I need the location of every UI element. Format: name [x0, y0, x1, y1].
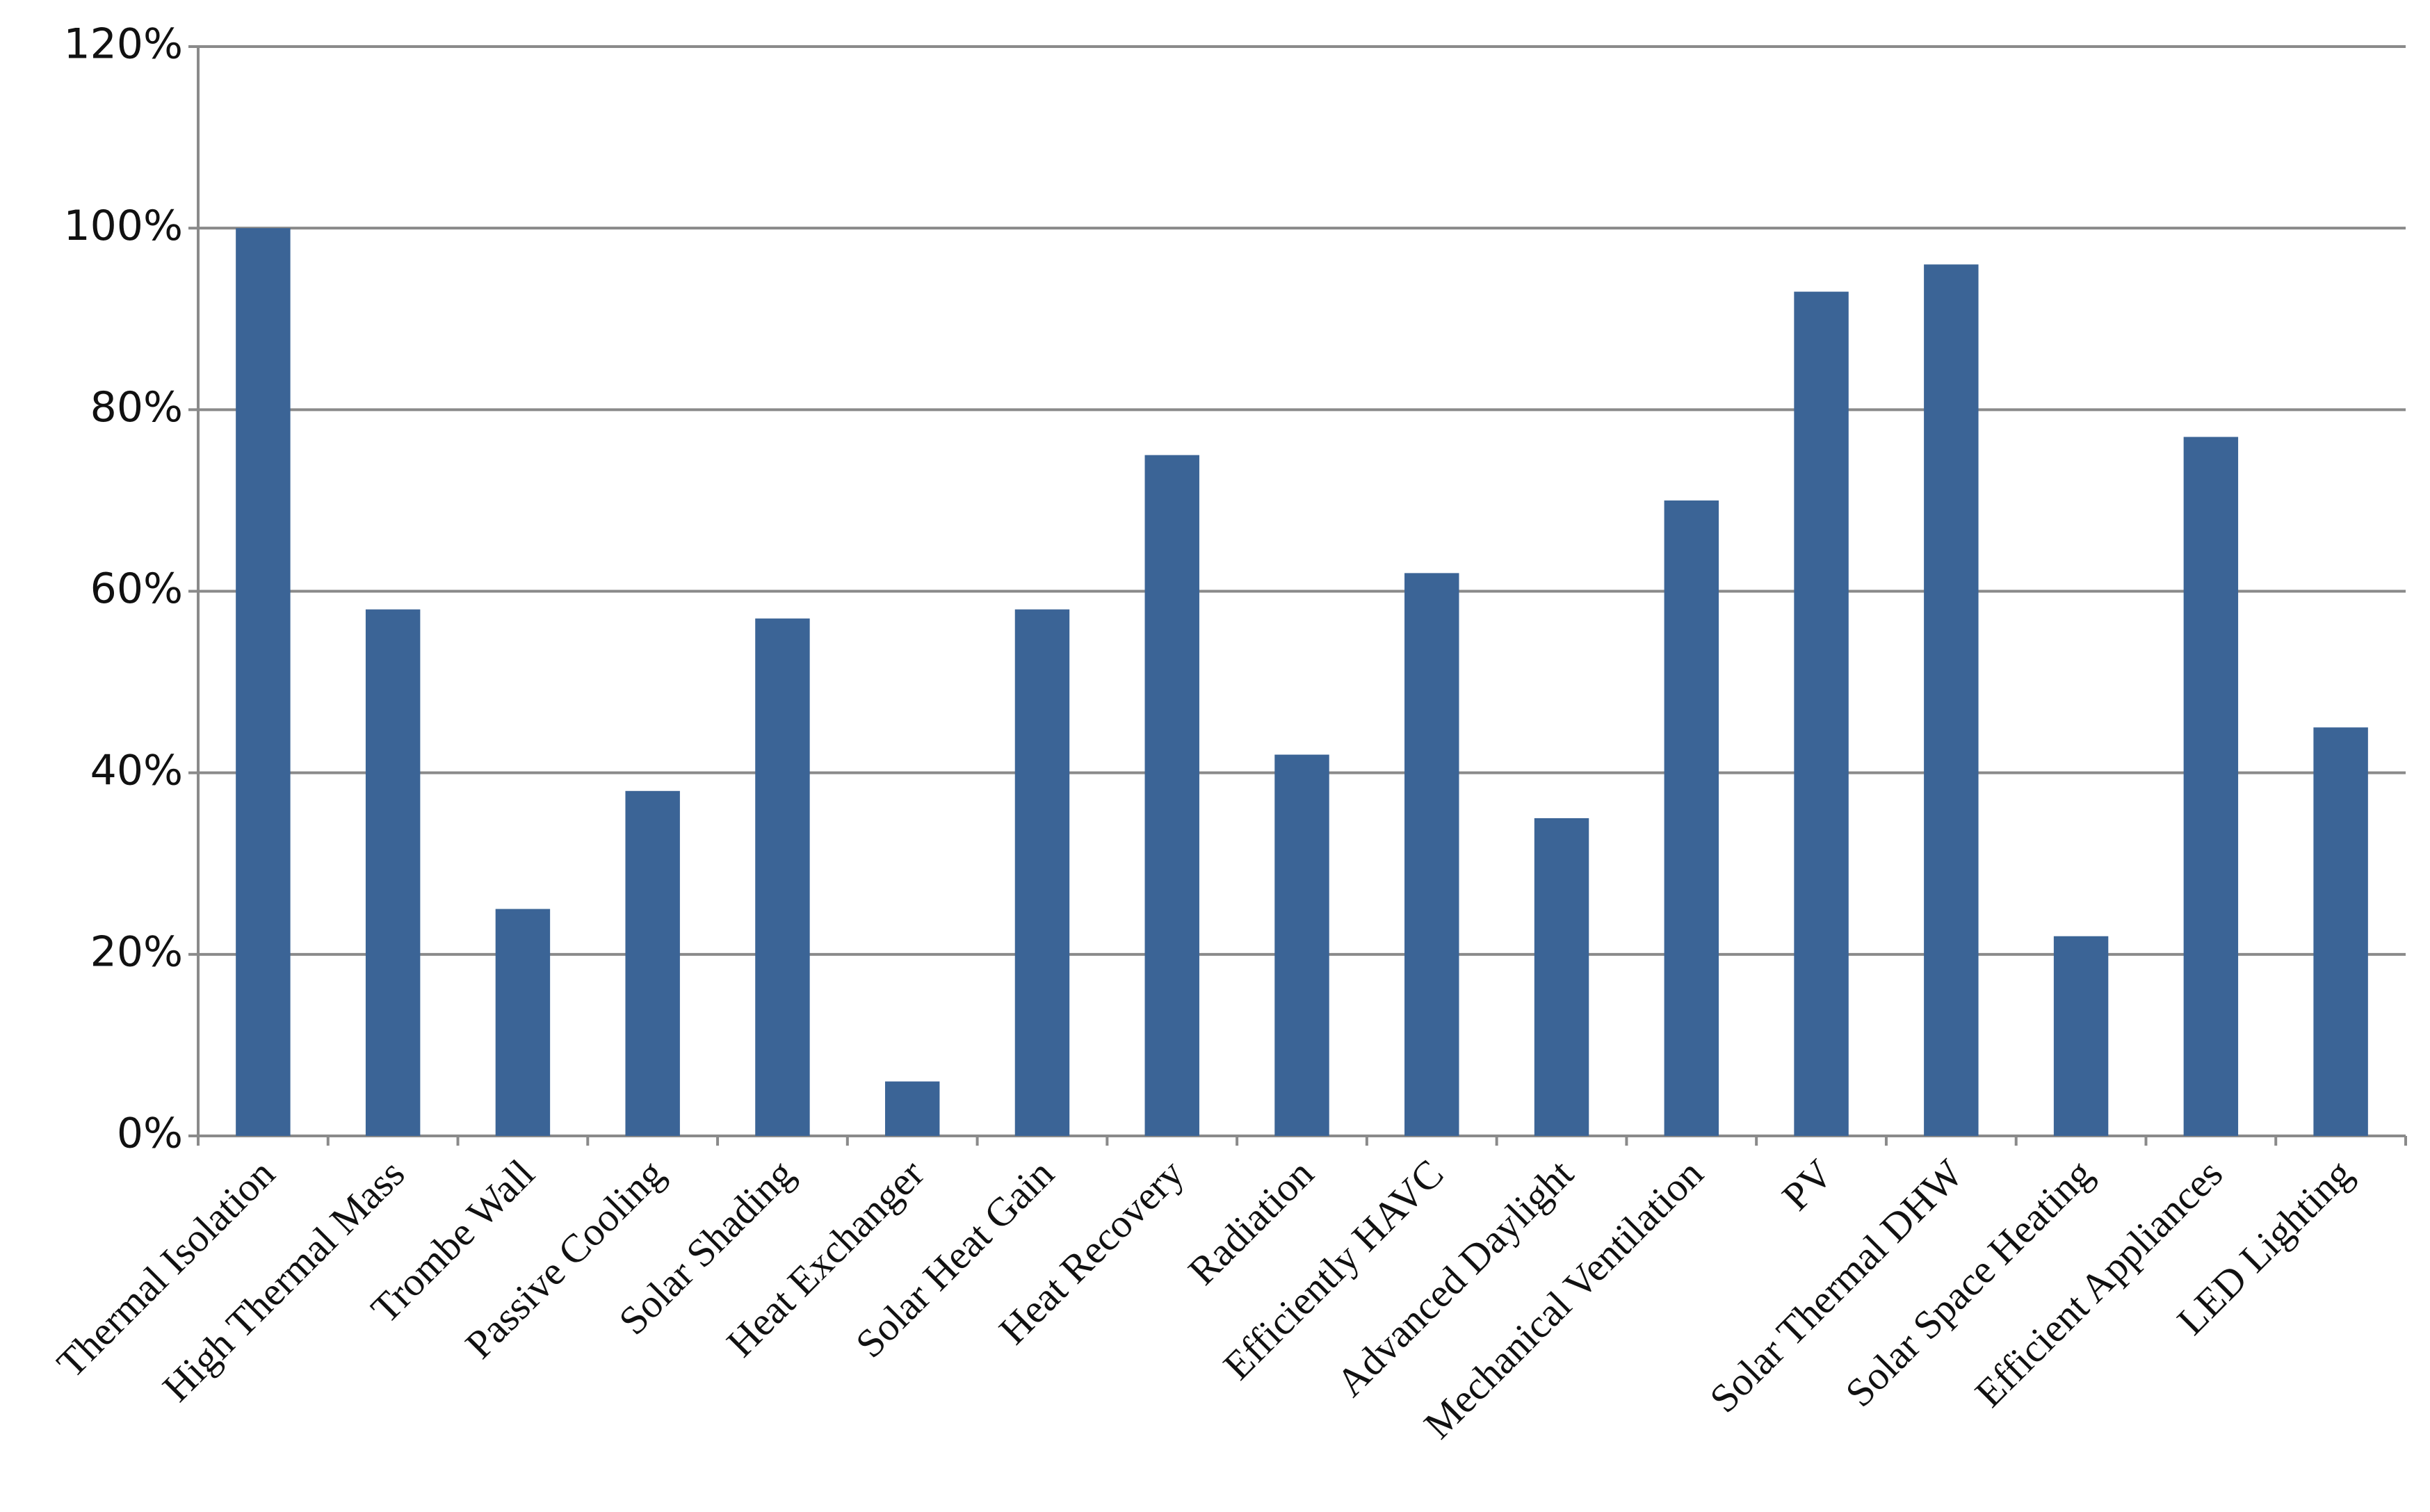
- y-tick-label: 80%: [90, 383, 183, 432]
- bar: [495, 909, 551, 1136]
- bar: [625, 790, 680, 1136]
- bar: [2313, 727, 2368, 1136]
- y-tick-label: 40%: [90, 746, 183, 795]
- bar: [1534, 818, 1589, 1136]
- bar: [1144, 455, 1199, 1136]
- x-tick-label: High Thermal Mass: [154, 1151, 413, 1410]
- bar: [1924, 264, 1979, 1136]
- bar: [236, 228, 291, 1137]
- y-tick-label: 100%: [63, 202, 183, 250]
- y-tick-label: 20%: [90, 927, 183, 976]
- bar: [1274, 754, 1329, 1136]
- x-tick-label: Solar Space Heating: [1836, 1151, 2101, 1415]
- bar: [1794, 291, 1849, 1137]
- bar: [1014, 609, 1070, 1136]
- y-tick-label: 0%: [117, 1109, 183, 1158]
- x-tick-label: Efficient Appliances: [1966, 1151, 2231, 1415]
- bar: [884, 1081, 940, 1136]
- bar: [2053, 936, 2109, 1136]
- x-tick-label: Advanced Daylight: [1327, 1151, 1582, 1405]
- y-tick-label: 60%: [90, 564, 183, 613]
- bar: [2183, 437, 2239, 1136]
- bar: [1664, 500, 1719, 1136]
- bar: [365, 609, 421, 1136]
- x-tick-label: Thermal Isolation: [48, 1151, 284, 1386]
- y-tick-label: 120%: [63, 20, 183, 69]
- x-tick-label: Solar Thermal DHW: [1701, 1151, 1971, 1421]
- bar: [755, 618, 810, 1136]
- x-tick-label: Efficiently HAVC: [1215, 1151, 1452, 1388]
- x-tick-label: PV: [1773, 1151, 1841, 1219]
- bar: [1404, 573, 1459, 1136]
